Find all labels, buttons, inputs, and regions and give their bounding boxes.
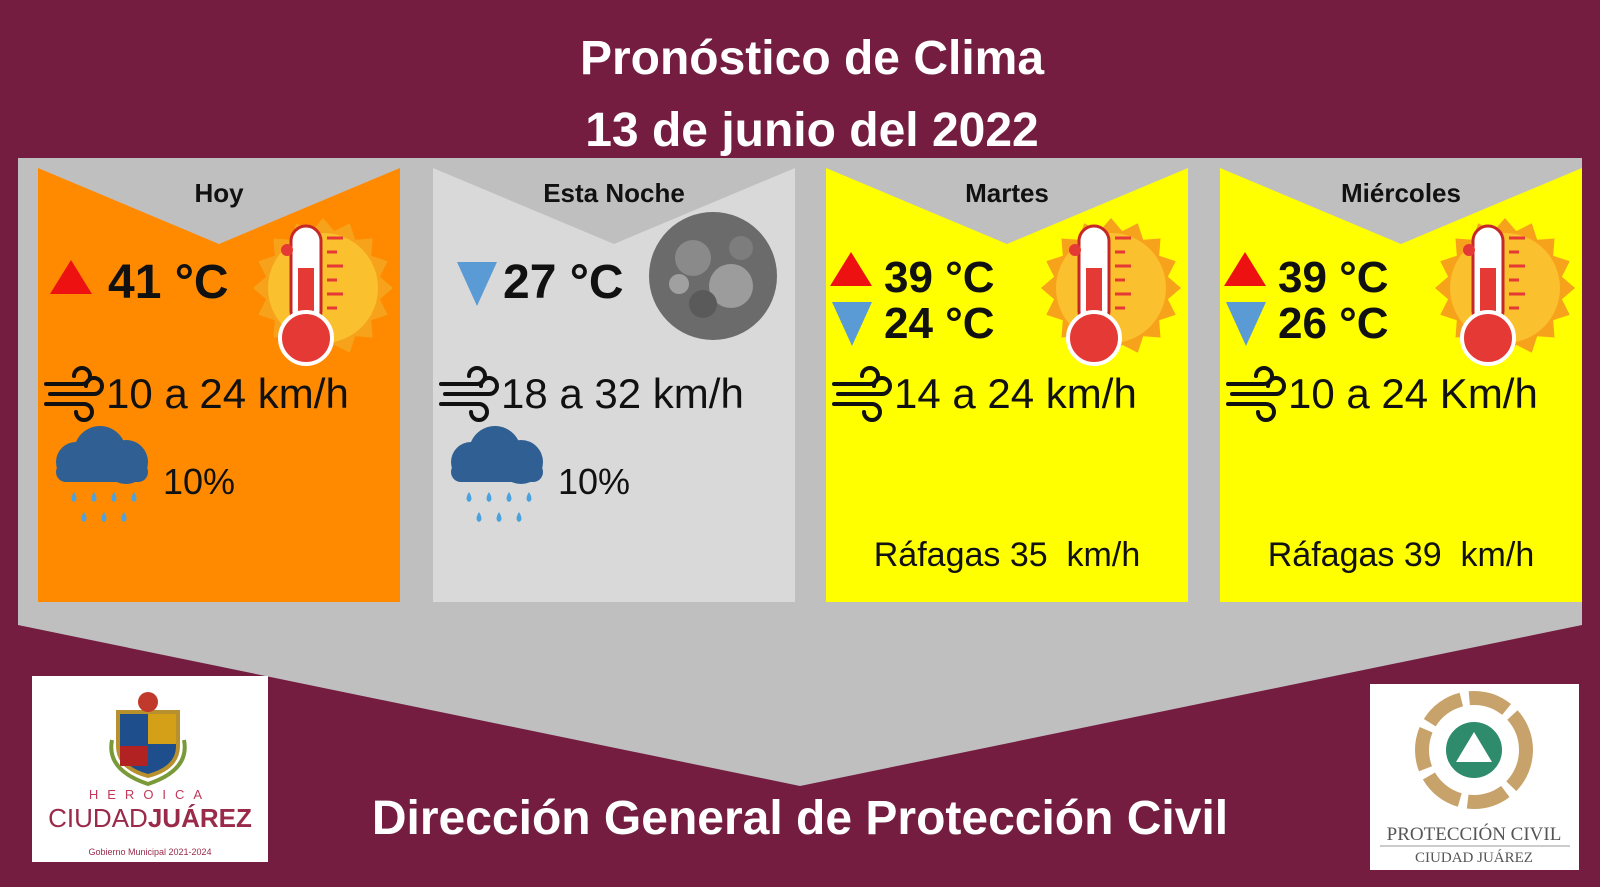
card-chevron: [1220, 168, 1582, 244]
wind-line: [832, 402, 882, 422]
rain-drop: [81, 512, 87, 522]
low-arrow: [1226, 302, 1266, 346]
rain-drop: [101, 512, 107, 522]
thermometer-bulb: [1460, 310, 1516, 366]
sun-spot: [1463, 244, 1475, 256]
wind-speed: 18 a 32 km/h: [501, 370, 744, 417]
rain-drop: [131, 492, 137, 502]
wind-icon: [1226, 366, 1286, 422]
sun-thermometer-icon: [253, 218, 393, 366]
wind-gusts: Ráfagas 35 km/h: [874, 536, 1140, 574]
moon-crater: [709, 264, 753, 308]
civil-protection-emblem: [1415, 691, 1533, 809]
high-arrow: [50, 260, 92, 294]
moon-crater: [675, 240, 711, 276]
footer-title: Dirección General de Protección Civil: [372, 792, 1228, 845]
thermometer-bulb: [1066, 310, 1122, 366]
rain-drop: [121, 512, 127, 522]
wind-line: [443, 376, 499, 396]
rain-drop: [466, 492, 472, 502]
high-arrow: [1224, 252, 1266, 286]
temp-high: 39 °C: [884, 253, 995, 302]
wind-speed: 10 a 24 Km/h: [1288, 370, 1538, 417]
card-chevron: [433, 168, 795, 244]
moon-icon: [649, 212, 777, 340]
rain-drop: [516, 512, 522, 522]
card-day: Miércoles: [1341, 178, 1461, 208]
wind-line: [1230, 376, 1286, 396]
wind-line: [44, 402, 94, 422]
sun-spot: [1069, 244, 1081, 256]
moon-crater: [669, 274, 689, 294]
temp-low: 24 °C: [884, 299, 995, 348]
rain-drop: [476, 512, 482, 522]
logo-right-line1: PROTECCIÓN CIVIL: [1387, 823, 1562, 845]
wind-line: [1226, 402, 1276, 422]
wind-speed: 10 a 24 km/h: [106, 370, 349, 417]
wind-line: [836, 376, 892, 396]
logo-left-juarez: JUÁREZ: [148, 803, 252, 833]
temp-low: 26 °C: [1278, 299, 1389, 348]
rain-drop: [506, 492, 512, 502]
logo-left-line2: CIUDADJUÁREZ: [48, 803, 252, 833]
logo-right-line2: CIUDAD JUÁREZ: [1415, 849, 1533, 866]
low-arrow: [832, 302, 872, 346]
logo-left-city: CIUDAD: [48, 803, 148, 833]
temp-high: 39 °C: [1278, 253, 1389, 302]
rain-icon: [56, 426, 148, 522]
logo-left-line3: Gobierno Municipal 2021-2024: [88, 847, 211, 857]
cloud-base: [451, 462, 543, 482]
rain-drop: [71, 492, 77, 502]
low-arrow: [457, 262, 497, 306]
wind-icon: [832, 366, 892, 422]
gray-band: [18, 158, 1582, 786]
moon-crater: [689, 290, 717, 318]
rain-drop: [111, 492, 117, 502]
sun-thermometer-icon: [1435, 218, 1575, 366]
wind-line: [439, 402, 489, 422]
wind-icon: [44, 366, 104, 422]
subtitle: 13 de junio del 2022: [585, 104, 1039, 157]
card-chevron: [826, 168, 1188, 244]
rain-chance: 10%: [163, 461, 235, 502]
rain-drop: [496, 512, 502, 522]
rain-icon: [451, 426, 543, 522]
rain-drop: [526, 492, 532, 502]
wind-icon: [439, 366, 499, 422]
crest: [109, 692, 187, 787]
cloud-base: [56, 462, 148, 482]
title: Pronóstico de Clima: [580, 32, 1044, 85]
temp-low: 27 °C: [503, 256, 624, 309]
wind-speed: 14 a 24 km/h: [894, 370, 1137, 417]
rain-drop: [91, 492, 97, 502]
high-arrow: [830, 252, 872, 286]
wind-line: [48, 376, 104, 396]
card-day: Hoy: [194, 178, 244, 208]
card-chevron: [38, 168, 400, 244]
moon-crater: [729, 236, 753, 260]
temp-high: 41 °C: [108, 256, 229, 309]
sun-spot: [281, 244, 293, 256]
card-day: Martes: [965, 178, 1049, 208]
logo-left-line1: HEROICA: [89, 787, 211, 802]
wind-gusts: Ráfagas 39 km/h: [1268, 536, 1534, 574]
rain-drop: [486, 492, 492, 502]
rain-chance: 10%: [558, 461, 630, 502]
thermometer-bulb: [278, 310, 334, 366]
card-day: Esta Noche: [543, 178, 685, 208]
sun-thermometer-icon: [1041, 218, 1181, 366]
